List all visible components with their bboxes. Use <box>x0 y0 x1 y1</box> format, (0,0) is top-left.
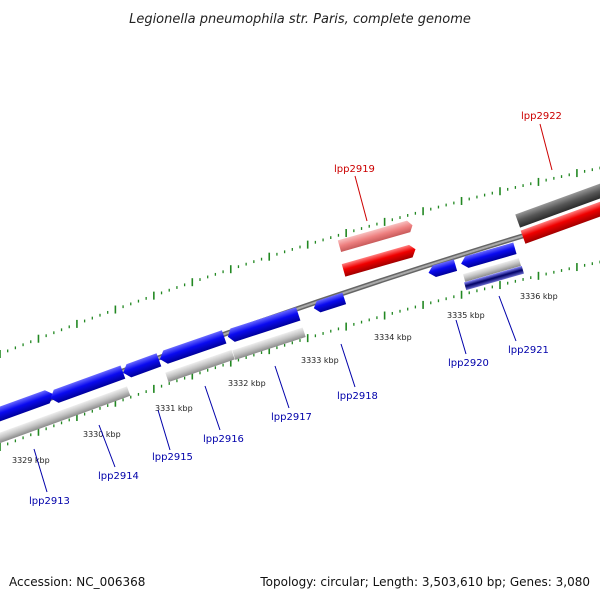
grey-track-3 <box>232 327 306 360</box>
kbp-label: 3333 kbp <box>301 356 339 365</box>
gene-label-lpp2919: lpp2919 <box>334 164 375 175</box>
tick-rows <box>0 166 600 451</box>
kbp-labels: 3329 kbp 3330 kbp 3331 kbp 3332 kbp 3333… <box>12 292 558 465</box>
pseudo-feature-lpp2919 <box>337 220 413 252</box>
gene-label-lpp2914: lpp2914 <box>98 471 139 482</box>
gene-lpp2918 <box>313 292 347 313</box>
gene-label-leaders <box>33 123 553 493</box>
kbp-label: 3335 kbp <box>447 311 485 320</box>
gene-label-lpp2920: lpp2920 <box>448 358 489 369</box>
outer-red-feature-lpp2922 <box>520 198 600 244</box>
accession-text: Accession: NC_006368 <box>9 575 145 589</box>
gene-lpp2915 <box>123 353 162 378</box>
gene-lpp2920 <box>428 259 458 277</box>
navy-track <box>464 265 524 291</box>
grey-track-2 <box>165 349 235 383</box>
kbp-label: 3331 kbp <box>155 404 193 413</box>
gene-label-lpp2918: lpp2918 <box>337 391 378 402</box>
gene-lpp2916 <box>159 330 227 364</box>
gene-lpp2921 <box>461 242 517 268</box>
red-feature-lpp2919 <box>341 244 416 277</box>
kbp-label: 3332 kbp <box>228 379 266 388</box>
gene-label-lpp2917: lpp2917 <box>271 412 312 423</box>
kbp-label: 3334 kbp <box>374 333 412 342</box>
gene-features <box>0 180 600 445</box>
gene-label-lpp2915: lpp2915 <box>152 452 193 463</box>
gene-label-lpp2916: lpp2916 <box>203 434 244 445</box>
gene-label-lpp2922: lpp2922 <box>521 111 562 122</box>
gene-lpp2917 <box>227 307 301 342</box>
gene-label-lpp2913: lpp2913 <box>29 496 70 507</box>
kbp-label: 3330 kbp <box>83 430 121 439</box>
kbp-label: 3336 kbp <box>520 292 558 301</box>
gene-lpp2914 <box>50 365 126 403</box>
outer-dark-grey-feature <box>515 180 600 228</box>
genome-summary-text: Topology: circular; Length: 3,503,610 bp… <box>259 575 590 589</box>
gene-lpp2913 <box>0 390 54 424</box>
gene-label-lpp2921: lpp2921 <box>508 345 549 356</box>
grey-track-1 <box>0 386 131 445</box>
gene-labels: lpp2913 lpp2914 lpp2915 lpp2916 lpp2917 … <box>29 111 562 507</box>
grey-track-4 <box>463 258 521 282</box>
kbp-label: 3329 kbp <box>12 456 50 465</box>
map-title: Legionella pneumophila str. Paris, compl… <box>129 12 471 27</box>
